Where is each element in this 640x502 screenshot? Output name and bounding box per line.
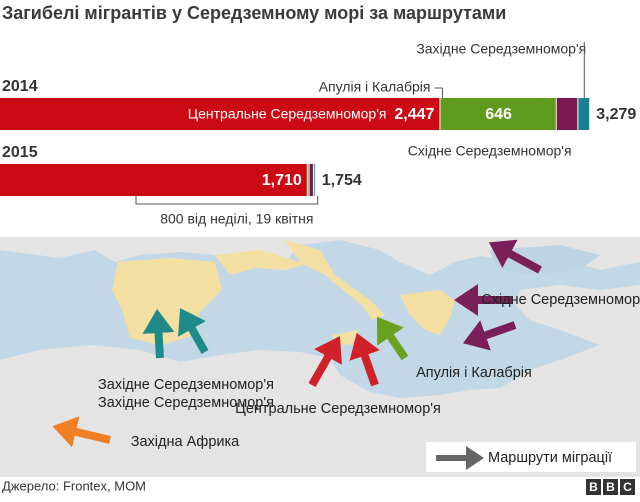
route-arrow — [349, 332, 380, 387]
category-label: 2015 — [2, 144, 38, 161]
greece — [400, 290, 455, 335]
route-arrow — [462, 320, 517, 351]
chart-title: Загибелі мігрантів у Середземному морі з… — [2, 3, 506, 23]
total-label: 1,754 — [322, 172, 362, 189]
bar-segment — [0, 98, 440, 130]
value-label: 646 — [485, 106, 512, 123]
bar-segment — [307, 164, 309, 196]
route-arrow — [52, 416, 111, 448]
logo-letter: C — [623, 480, 632, 494]
logo-box — [586, 479, 601, 495]
category-label: 2014 — [2, 78, 38, 95]
series-name: Західне Середземномор'я — [416, 41, 586, 57]
bar-segment — [0, 164, 307, 196]
route-arrow — [488, 239, 542, 274]
bracket — [135, 196, 319, 205]
legend-label: Маршрути міграції — [488, 450, 612, 466]
bar-segment — [309, 164, 313, 196]
map-label: Західне Середземномор'я — [98, 395, 274, 411]
land — [0, 237, 640, 275]
route-arrow — [377, 316, 409, 361]
series-name: Апулія і Калабрія — [319, 79, 431, 95]
bar-segment — [556, 98, 578, 130]
map-label: Західне Середземномор'я — [98, 377, 274, 393]
logo-letter: B — [606, 480, 615, 494]
logo-box — [603, 479, 618, 495]
map: Західне Середземномор'я Західне Середзем… — [0, 237, 640, 477]
map-label: Західна Африка — [131, 434, 240, 450]
value-label: 1,710 — [262, 172, 302, 189]
map-label: Апулія і Калабрія — [416, 365, 532, 381]
map-label: Центральне Середземномор'я — [235, 401, 441, 417]
bar-segment — [313, 164, 315, 196]
bar-segment — [578, 98, 590, 130]
logo-letter: B — [589, 480, 598, 494]
land — [515, 285, 640, 345]
annotation: 800 від неділі, 19 квітня — [160, 211, 313, 227]
series-name: Центральне Середземномор'я — [188, 106, 387, 122]
map-label: Східне Середземномор'я — [481, 292, 640, 308]
route-arrow — [142, 309, 175, 359]
logo: B B C — [586, 479, 635, 495]
series-name: Східне Середземномор'я — [408, 143, 572, 159]
route-arrow — [308, 336, 342, 387]
bar-segment — [440, 98, 556, 130]
value-label: 2,447 — [394, 106, 434, 123]
logo-box — [620, 479, 635, 495]
route-arrow — [178, 308, 209, 354]
source: Джерело: Frontex, MOM — [2, 478, 146, 493]
italy — [215, 240, 385, 320]
total-label: 3,279 — [596, 106, 636, 123]
